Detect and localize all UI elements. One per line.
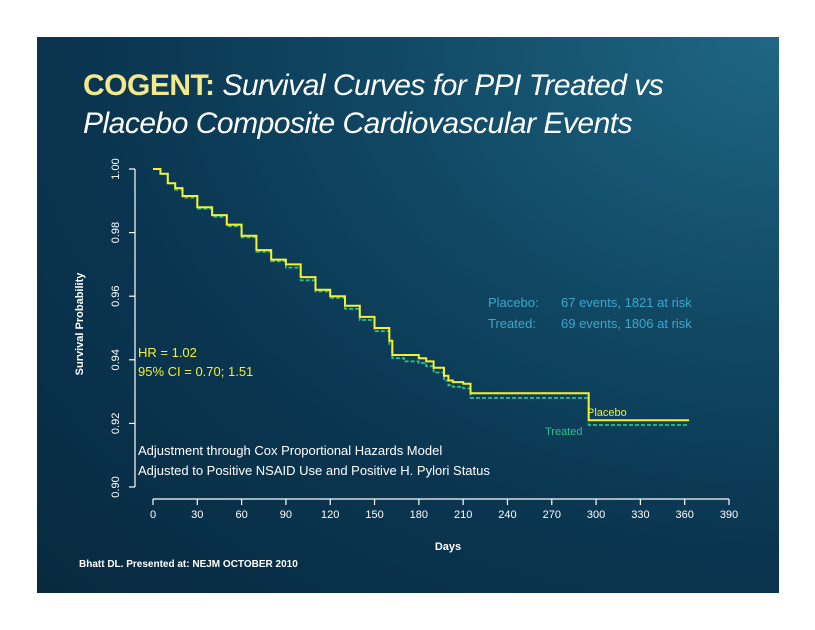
- x-tick-label: 300: [587, 509, 605, 521]
- x-tick-label: 210: [454, 509, 472, 521]
- legend-treated-label: Treated:: [488, 316, 536, 331]
- x-tick-label: 30: [191, 509, 203, 521]
- y-tick-label: 0.90: [110, 476, 122, 497]
- placebo-curve-label: Placebo: [587, 407, 627, 419]
- title-line2: Placebo Composite Cardiovascular Events: [83, 107, 633, 140]
- legend-placebo-label: Placebo:: [488, 295, 539, 310]
- x-tick-label: 360: [676, 509, 694, 521]
- x-tick-label: 90: [280, 509, 292, 521]
- x-tick-label: 330: [631, 509, 649, 521]
- x-tick-label: 150: [365, 509, 383, 521]
- title-line1: Survival Curves for PPI Treated vs: [222, 69, 664, 102]
- x-tick-label: 0: [150, 509, 156, 521]
- survival-chart: 0.90 0.92 0.94 0.96 0.98 1.00 0 30 60 90 120 150 180…: [74, 158, 738, 553]
- y-tick-label: 1.00: [110, 158, 122, 179]
- legend-treated-value: 69 events, 1806 at risk: [561, 316, 692, 331]
- y-tick-label: 0.92: [110, 413, 122, 434]
- x-tick-label: 180: [410, 509, 428, 521]
- adjustment-note-1: Adjustment through Cox Proportional Haza…: [138, 443, 442, 458]
- chart-curves: [153, 168, 690, 426]
- x-tick-label: 120: [321, 509, 339, 521]
- title-study-name: COGENT:: [83, 69, 215, 102]
- x-tick-label: 60: [235, 509, 247, 521]
- treated-curve: [153, 168, 690, 426]
- y-tick-label: 0.94: [110, 349, 122, 370]
- x-tick-label: 270: [543, 509, 561, 521]
- source-citation: Bhatt DL. Presented at: NEJM OCTOBER 201…: [79, 559, 298, 570]
- y-tick-label: 0.98: [110, 222, 122, 243]
- placebo-curve: [153, 168, 690, 422]
- slide: COGENT: Survival Curves for PPI Treated …: [37, 37, 779, 593]
- x-tick-label: 390: [720, 509, 738, 521]
- chart-axes: 0.90 0.92 0.94 0.96 0.98 1.00 0 30 60 90 120 150 180…: [110, 158, 738, 521]
- legend-placebo-value: 67 events, 1821 at risk: [561, 295, 692, 310]
- x-tick-label: 240: [498, 509, 516, 521]
- x-axis-label: Days: [435, 541, 461, 553]
- treated-curve-label: Treated: [545, 426, 583, 438]
- adjustment-note-2: Adjusted to Positive NSAID Use and Posit…: [138, 463, 490, 478]
- y-tick-label: 0.96: [110, 285, 122, 306]
- y-axis-label: Survival Probability: [74, 272, 86, 376]
- slide-title: COGENT: Survival Curves for PPI Treated …: [83, 67, 763, 143]
- confidence-interval: 95% CI = 0.70; 1.51: [138, 364, 253, 379]
- hazard-ratio: HR = 1.02: [138, 345, 197, 360]
